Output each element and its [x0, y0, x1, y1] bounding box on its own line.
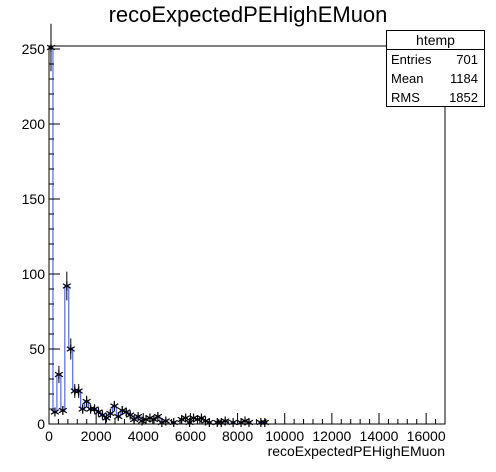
bin-marker [118, 406, 127, 415]
bin-marker [169, 418, 178, 427]
bin-marker [74, 383, 83, 399]
asterisk-stroke [114, 413, 123, 420]
bin-marker [70, 383, 79, 399]
stats-rms-label: RMS [391, 90, 420, 105]
chart-title: recoExpectedPEHighEMuon [109, 2, 388, 27]
asterisk-stroke [161, 418, 171, 424]
asterisk-stroke [145, 415, 155, 421]
asterisk-stroke [74, 388, 83, 394]
x-tick-label: 10000 [265, 428, 304, 444]
bin-marker [197, 413, 206, 423]
asterisk-stroke [133, 413, 143, 420]
asterisk-stroke [54, 371, 64, 378]
asterisk-stroke [66, 346, 75, 352]
bin-marker [133, 412, 143, 421]
bin-marker [90, 404, 99, 414]
bin-marker [181, 413, 190, 423]
x-tick-label: 4000 [128, 428, 159, 444]
stats-entries-label: Entries [391, 52, 432, 67]
asterisk-stroke [125, 412, 135, 418]
asterisk-stroke [197, 415, 206, 421]
x-tick-label: 0 [45, 428, 53, 444]
bin-marker [114, 412, 123, 421]
x-tick-label: 2000 [81, 428, 112, 444]
x-tick-label: 16000 [407, 428, 446, 444]
histogram-outline [48, 47, 445, 425]
y-tick-label: 0 [37, 416, 45, 432]
asterisk-stroke [82, 398, 91, 405]
y-tick-label: 150 [22, 191, 46, 207]
asterisk-stroke [201, 418, 210, 424]
asterisk-stroke [70, 388, 79, 394]
asterisk-stroke [90, 406, 99, 412]
bin-marker [66, 338, 75, 360]
asterisk-stroke [106, 410, 115, 417]
asterisk-stroke [149, 416, 159, 423]
asterisk-stroke [122, 409, 131, 415]
asterisk-stroke [193, 416, 202, 423]
asterisk-stroke [62, 283, 72, 289]
axis-layer: 0 2000 4000 6000 8000 10000 12000 14000 16000 0 50… [22, 41, 446, 444]
asterisk-stroke [153, 413, 163, 420]
asterisk-stroke [177, 416, 186, 423]
asterisk-stroke [86, 406, 95, 412]
x-axis-label: recoExpectedPEHighEMuon [268, 443, 445, 459]
bin-marker [228, 418, 238, 427]
bin-marker [177, 415, 186, 424]
bin-marker [149, 415, 159, 424]
x-tick-label: 12000 [312, 428, 351, 444]
bin-marker [54, 365, 64, 384]
y-tick-label: 100 [22, 266, 46, 282]
bin-marker [82, 395, 91, 408]
stats-row-rms: RMS 1852 [387, 88, 484, 107]
stats-row-mean: Mean 1184 [387, 69, 484, 88]
stats-title: htemp [387, 31, 484, 50]
bin-marker [78, 404, 87, 414]
bin-marker [94, 407, 103, 417]
bin-marker [106, 409, 115, 418]
y-tick-label: 50 [29, 341, 45, 357]
y-tick-label: 250 [22, 41, 46, 57]
stats-rms-value: 1852 [449, 90, 478, 105]
asterisk-stroke [181, 415, 190, 421]
asterisk-stroke [102, 415, 111, 421]
asterisk-stroke [240, 418, 250, 424]
bin-marker [62, 271, 72, 301]
bin-marker [122, 407, 131, 417]
bin-marker [189, 413, 198, 423]
asterisk-stroke [189, 415, 198, 421]
stats-mean-label: Mean [391, 71, 424, 86]
x-tick-label: 14000 [360, 428, 399, 444]
bin-marker [86, 404, 95, 414]
bin-marker [98, 410, 107, 420]
stats-mean-value: 1184 [450, 71, 478, 86]
asterisk-stroke [110, 403, 119, 409]
asterisk-stroke [98, 412, 107, 418]
bin-marker [153, 412, 163, 421]
asterisk-stroke [58, 407, 68, 414]
asterisk-stroke [78, 406, 87, 412]
stats-row-entries: Entries 701 [387, 50, 484, 69]
bin-marker [102, 413, 111, 423]
stats-entries-value: 701 [456, 52, 478, 67]
bin-marker [244, 418, 254, 427]
stats-box: htemp Entries 701 Mean 1184 RMS 1852 [386, 30, 485, 107]
x-tick-label: 6000 [175, 428, 206, 444]
bin-marker [50, 407, 60, 417]
x-tick-label: 8000 [222, 428, 253, 444]
asterisk-stroke [50, 409, 60, 415]
asterisk-stroke [137, 418, 147, 424]
bin-marker [110, 400, 119, 412]
bin-marker [58, 406, 68, 415]
y-tick-label: 200 [22, 116, 46, 132]
asterisk-stroke [118, 407, 127, 414]
